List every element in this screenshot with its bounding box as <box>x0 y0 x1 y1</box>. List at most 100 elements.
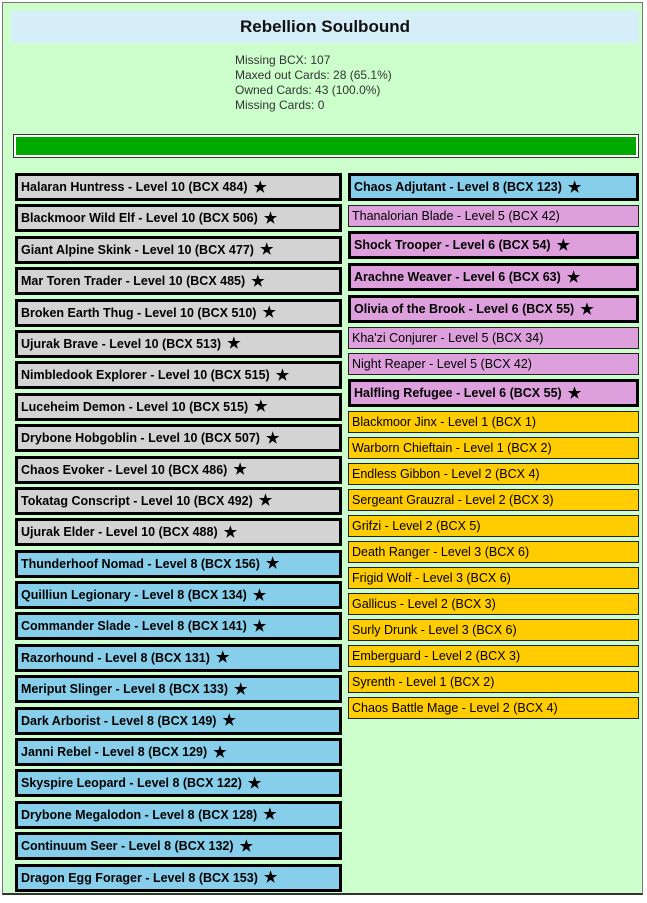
card-label: Thanalorian Blade - Level 5 (BCX 42) <box>352 209 560 223</box>
card-row[interactable]: Halaran Huntress - Level 10 (BCX 484) ★ <box>15 173 342 201</box>
card-label: Mar Toren Trader - Level 10 (BCX 485) <box>21 274 246 289</box>
card-label: Quilliun Legionary - Level 8 (BCX 134) <box>21 588 247 603</box>
stat-missing-bcx: Missing BCX: 107 <box>235 53 331 67</box>
star-icon: ★ <box>263 209 278 227</box>
star-icon: ★ <box>254 398 268 416</box>
card-label: Luceheim Demon - Level 10 (BCX 515) <box>21 399 249 414</box>
card-row[interactable]: Chaos Adjutant - Level 8 (BCX 123) ★ <box>348 173 639 201</box>
stat-maxed-cards: Maxed out Cards: 28 (65.1%) <box>235 68 392 82</box>
card-label: Frigid Wolf - Level 3 (BCX 6) <box>352 571 511 585</box>
card-row[interactable]: Razorhound - Level 8 (BCX 131) ★ <box>15 643 342 672</box>
star-icon: ★ <box>263 869 278 887</box>
card-label: Broken Earth Thug - Level 10 (BCX 510) <box>21 305 257 320</box>
star-icon: ★ <box>259 241 274 259</box>
star-icon: ★ <box>213 743 227 761</box>
card-row[interactable]: Quilliun Legionary - Level 8 (BCX 134) ★ <box>15 581 342 610</box>
card-row[interactable]: Death Ranger - Level 3 (BCX 6) <box>348 541 639 563</box>
star-icon: ★ <box>247 774 262 792</box>
card-label: Continuum Seer - Level 8 (BCX 132) <box>21 839 234 854</box>
card-row[interactable]: Giant Alpine Skink - Level 10 (BCX 477) ★ <box>15 235 342 264</box>
card-row[interactable]: Olivia of the Brook - Level 6 (BCX 55) ★ <box>348 295 639 323</box>
card-label: Surly Drunk - Level 3 (BCX 6) <box>352 623 517 637</box>
star-icon: ★ <box>251 272 265 290</box>
card-label: Chaos Evoker - Level 10 (BCX 486) <box>21 462 228 477</box>
card-row[interactable]: Kha'zi Conjurer - Level 5 (BCX 34) <box>348 327 639 349</box>
card-row[interactable]: Emberguard - Level 2 (BCX 3) <box>348 645 639 667</box>
card-row[interactable]: Drybone Megalodon - Level 8 (BCX 128) ★ <box>15 800 342 829</box>
card-label: Blackmoor Jinx - Level 1 (BCX 1) <box>352 415 537 429</box>
card-label: Giant Alpine Skink - Level 10 (BCX 477) <box>21 242 254 257</box>
card-label: Olivia of the Brook - Level 6 (BCX 55) <box>354 302 575 316</box>
progress-fill <box>16 137 636 155</box>
card-row[interactable]: Warborn Chieftain - Level 1 (BCX 2) <box>348 437 639 459</box>
star-icon: ★ <box>566 268 581 286</box>
card-label: Gallicus - Level 2 (BCX 3) <box>352 597 496 611</box>
card-label: Commander Slade - Level 8 (BCX 141) <box>21 619 247 634</box>
star-icon: ★ <box>580 300 594 318</box>
card-label: Warborn Chieftain - Level 1 (BCX 2) <box>352 441 552 455</box>
card-label: Syrenth - Level 1 (BCX 2) <box>352 675 495 689</box>
card-row[interactable]: Skyspire Leopard - Level 8 (BCX 122) ★ <box>15 769 342 798</box>
card-label: Nimbledook Explorer - Level 10 (BCX 515) <box>21 368 270 383</box>
card-row[interactable]: Janni Rebel - Level 8 (BCX 129) ★ <box>15 738 342 767</box>
card-label: Blackmoor Wild Elf - Level 10 (BCX 506) <box>21 211 258 226</box>
card-row[interactable]: Nimbledook Explorer - Level 10 (BCX 515)… <box>15 361 342 390</box>
card-row[interactable]: Drybone Hobgoblin - Level 10 (BCX 507) ★ <box>15 424 342 453</box>
card-row[interactable]: Gallicus - Level 2 (BCX 3) <box>348 593 639 615</box>
stat-owned-cards: Owned Cards: 43 (100.0%) <box>235 83 381 97</box>
card-label: Meriput Slinger - Level 8 (BCX 133) <box>21 682 228 697</box>
card-label: Dragon Egg Forager - Level 8 (BCX 153) <box>21 870 258 885</box>
card-label: Ujurak Brave - Level 10 (BCX 513) <box>21 336 222 351</box>
card-row[interactable]: Blackmoor Jinx - Level 1 (BCX 1) <box>348 411 639 433</box>
card-row[interactable]: Chaos Battle Mage - Level 2 (BCX 4) <box>348 697 639 719</box>
star-icon: ★ <box>275 366 290 384</box>
card-row[interactable]: Dark Arborist - Level 8 (BCX 149) ★ <box>15 706 342 735</box>
card-label: Drybone Hobgoblin - Level 10 (BCX 507) <box>21 431 260 446</box>
star-icon: ★ <box>258 492 273 510</box>
card-row[interactable]: Halfling Refugee - Level 6 (BCX 55) ★ <box>348 379 639 407</box>
card-row[interactable]: Commander Slade - Level 8 (BCX 141) ★ <box>15 612 342 641</box>
star-icon: ★ <box>227 335 241 353</box>
card-label: Chaos Adjutant - Level 8 (BCX 123) <box>354 180 562 194</box>
star-icon: ★ <box>265 555 280 573</box>
card-row[interactable]: Ujurak Brave - Level 10 (BCX 513) ★ <box>15 329 342 358</box>
star-icon: ★ <box>567 384 582 402</box>
card-row[interactable]: Mar Toren Trader - Level 10 (BCX 485) ★ <box>15 267 342 296</box>
star-icon: ★ <box>215 649 230 667</box>
card-row[interactable]: Thunderhoof Nomad - Level 8 (BCX 156) ★ <box>15 549 342 578</box>
card-label: Death Ranger - Level 3 (BCX 6) <box>352 545 530 559</box>
card-row[interactable]: Thanalorian Blade - Level 5 (BCX 42) <box>348 205 639 227</box>
card-row[interactable]: Blackmoor Wild Elf - Level 10 (BCX 506) ★ <box>15 204 342 233</box>
star-icon: ★ <box>253 178 267 196</box>
card-row[interactable]: Dragon Egg Forager - Level 8 (BCX 153) ★ <box>15 863 342 892</box>
card-label: Dark Arborist - Level 8 (BCX 149) <box>21 713 217 728</box>
card-label: Endless Gibbon - Level 2 (BCX 4) <box>352 467 540 481</box>
card-row[interactable]: Grifzi - Level 2 (BCX 5) <box>348 515 639 537</box>
card-row[interactable]: Night Reaper - Level 5 (BCX 42) <box>348 353 639 375</box>
card-label: Thunderhoof Nomad - Level 8 (BCX 156) <box>21 556 260 571</box>
card-label: Emberguard - Level 2 (BCX 3) <box>352 649 521 663</box>
card-label: Kha'zi Conjurer - Level 5 (BCX 34) <box>352 331 544 345</box>
card-label: Halfling Refugee - Level 6 (BCX 55) <box>354 386 562 400</box>
card-label: Tokatag Conscript - Level 10 (BCX 492) <box>21 493 253 508</box>
card-row[interactable]: Broken Earth Thug - Level 10 (BCX 510) ★ <box>15 298 342 327</box>
card-row[interactable]: Meriput Slinger - Level 8 (BCX 133) ★ <box>15 675 342 704</box>
card-label: Sergeant Grauzral - Level 2 (BCX 3) <box>352 493 554 507</box>
card-row[interactable]: Tokatag Conscript - Level 10 (BCX 492) ★ <box>15 486 342 515</box>
card-row[interactable]: Frigid Wolf - Level 3 (BCX 6) <box>348 567 639 589</box>
card-label: Shock Trooper - Level 6 (BCX 54) <box>354 238 551 252</box>
card-row[interactable]: Shock Trooper - Level 6 (BCX 54) ★ <box>348 231 639 259</box>
card-row[interactable]: Syrenth - Level 1 (BCX 2) <box>348 671 639 693</box>
card-label: Arachne Weaver - Level 6 (BCX 63) <box>354 270 561 284</box>
card-row[interactable]: Continuum Seer - Level 8 (BCX 132) ★ <box>15 832 342 861</box>
card-label: Night Reaper - Level 5 (BCX 42) <box>352 357 532 371</box>
card-row[interactable]: Arachne Weaver - Level 6 (BCX 63) ★ <box>348 263 639 291</box>
stat-missing-cards: Missing Cards: 0 <box>235 98 325 112</box>
card-row[interactable]: Endless Gibbon - Level 2 (BCX 4) <box>348 463 639 485</box>
card-row[interactable]: Sergeant Grauzral - Level 2 (BCX 3) <box>348 489 639 511</box>
star-icon: ★ <box>262 304 276 322</box>
card-row[interactable]: Ujurak Elder - Level 10 (BCX 488) ★ <box>15 518 342 547</box>
card-row[interactable]: Surly Drunk - Level 3 (BCX 6) <box>348 619 639 641</box>
card-row[interactable]: Chaos Evoker - Level 10 (BCX 486) ★ <box>15 455 342 484</box>
card-row[interactable]: Luceheim Demon - Level 10 (BCX 515) ★ <box>15 392 342 421</box>
